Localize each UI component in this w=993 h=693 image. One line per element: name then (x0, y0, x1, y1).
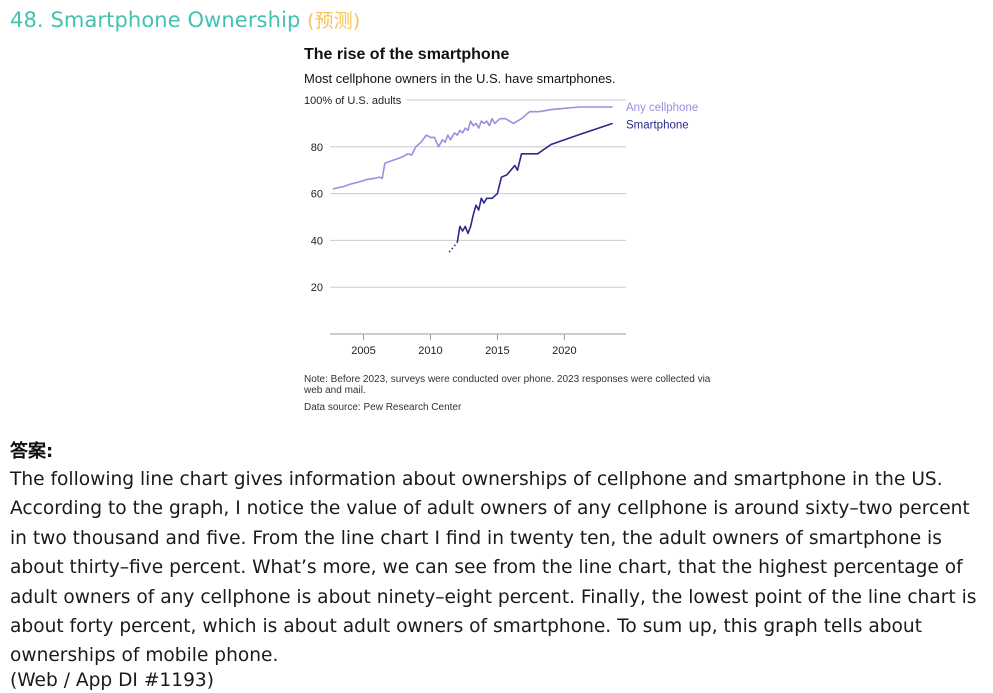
chart-note: Note: Before 2023, surveys were conducte… (304, 374, 711, 396)
series-line-smartphone (456, 122, 613, 243)
y-top-label: 100% of U.S. adults (304, 95, 402, 107)
x-tick-label-2015: 2015 (485, 345, 509, 357)
heading-title: 48. Smartphone Ownership (10, 8, 301, 32)
answer-reference: (Web / App DI #1193) (10, 670, 214, 691)
answer-text: The following line chart gives informati… (10, 469, 977, 667)
x-tick-label-2005: 2005 (351, 345, 375, 357)
chart-title: The rise of the smartphone (304, 46, 510, 63)
data-source: Data source: Pew Research Center (304, 402, 462, 413)
series-line-smartphone-dotted (448, 242, 458, 253)
series-label-any-cellphone: Any cellphone (626, 102, 698, 114)
y-tick-label-80: 80 (311, 142, 323, 154)
series-label-smartphone: Smartphone (626, 119, 689, 131)
grid-layer (330, 99, 626, 340)
series-line-any-cellphone (332, 106, 613, 190)
x-tick-label-2010: 2010 (418, 345, 442, 357)
chart-subtitle: Most cellphone owners in the U.S. have s… (304, 71, 616, 86)
y-tick-label-60: 60 (311, 189, 323, 201)
label-layer: 100% of U.S. adults 20 40 60 80 2005 2010 2015 2… (304, 95, 698, 357)
page-heading: 48. Smartphone Ownership (预测) (10, 6, 360, 33)
y-tick-label-20: 20 (311, 282, 323, 294)
answer-label: 答案: (10, 441, 54, 462)
series-layer (332, 106, 613, 253)
y-tick-label-40: 40 (311, 235, 323, 247)
heading-tag: (预测) (307, 10, 361, 32)
x-tick-label-2020: 2020 (552, 345, 576, 357)
